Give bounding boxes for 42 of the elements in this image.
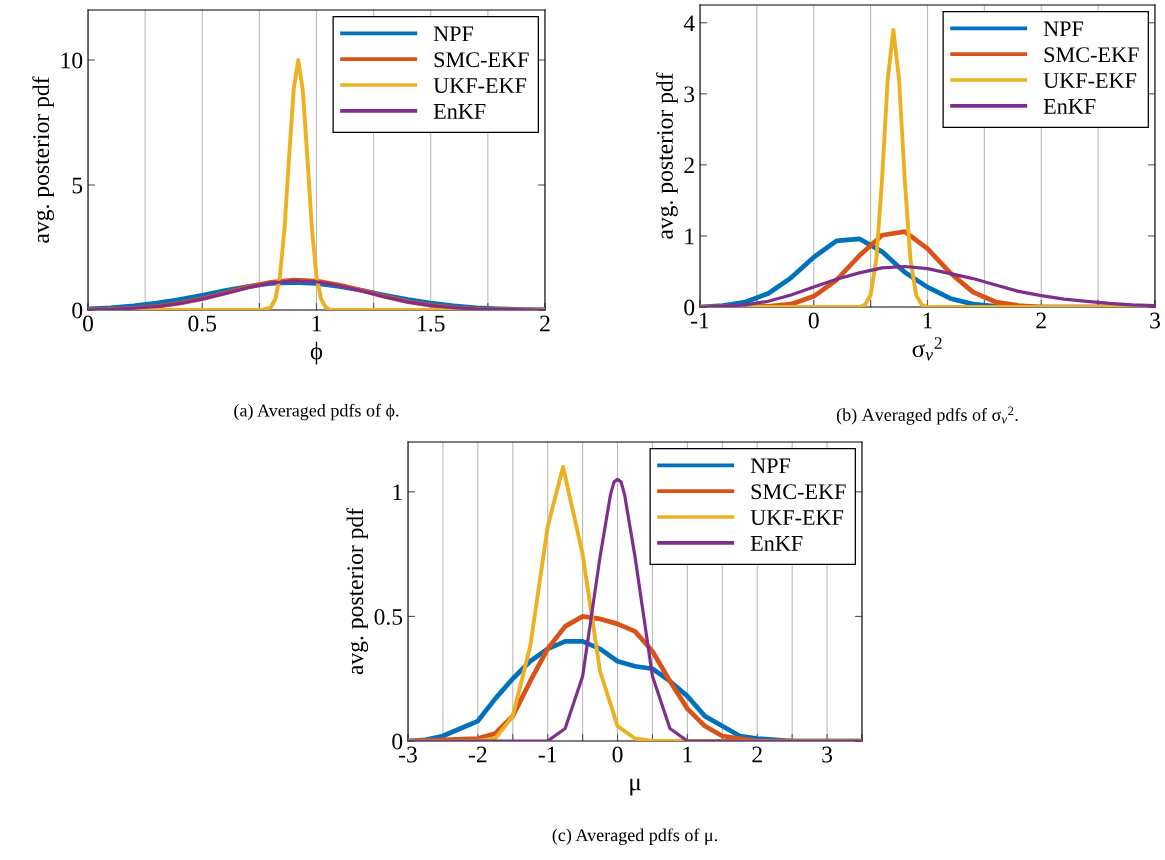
- legend-label: SMC-EKF: [751, 484, 846, 500]
- x-tick-label: 2: [1036, 312, 1046, 329]
- y-tick-label: 2: [684, 157, 694, 174]
- x-tick-label: 2: [540, 315, 550, 332]
- x-tick-label: 1: [312, 315, 321, 332]
- legend-label: SMC-EKF: [434, 52, 529, 68]
- x-axis-title: ϕ: [310, 341, 323, 365]
- x-tick-label: 0.5: [188, 315, 217, 332]
- y-tick-label: 4: [683, 15, 695, 31]
- x-tick-label: 0: [808, 312, 819, 329]
- x-axis-title: μ: [630, 778, 641, 796]
- x-axis-title: σ$_{v}$$^{2}$: [912, 337, 942, 361]
- legend-label: EnKF: [1043, 99, 1096, 114]
- x-tick-label: -2: [468, 746, 487, 763]
- y-tick-label: 1: [685, 228, 694, 245]
- legend-label: UKF-EKF: [750, 510, 844, 526]
- legend-label: EnKF: [750, 536, 803, 551]
- y-tick-label: 1: [393, 484, 402, 501]
- x-tick-label: 3: [1150, 312, 1160, 329]
- text: (c) Averaged pdfs of μ.: [552, 828, 717, 845]
- y-axis-title: avg. posterior pdf: [656, 72, 678, 239]
- y-tick-label: 10: [61, 52, 83, 69]
- legend-label: NPF: [433, 26, 474, 42]
- y-tick-label: 5: [72, 177, 83, 194]
- y-tick-label: 0.5: [374, 608, 403, 625]
- x-tick-label: 0: [612, 746, 623, 763]
- legend-label: UKF-EKF: [1043, 73, 1137, 89]
- x-tick-label: 2: [752, 746, 762, 763]
- x-tick-label: 3: [822, 746, 833, 763]
- y-axis-title: avg. posterior pdf: [346, 507, 369, 675]
- legend-label: UKF-EKF: [433, 78, 527, 94]
- x-tick-label: -1: [538, 746, 557, 763]
- x-tick-label: 1: [923, 312, 932, 329]
- legend-label: SMC-EKF: [1044, 47, 1139, 63]
- text: (a) Averaged pdfs of ϕ.: [234, 403, 399, 421]
- legend-label: NPF: [750, 458, 791, 474]
- y-tick-label: 3: [684, 86, 695, 103]
- legend-label: EnKF: [433, 104, 486, 119]
- legend-label: NPF: [1043, 21, 1084, 37]
- text: (b) Averaged pdfs of σ$_{v}$$^{2}$.: [836, 406, 1018, 425]
- x-tick-label: 1.5: [418, 315, 445, 332]
- y-axis-title: avg. posterior pdf: [32, 76, 54, 243]
